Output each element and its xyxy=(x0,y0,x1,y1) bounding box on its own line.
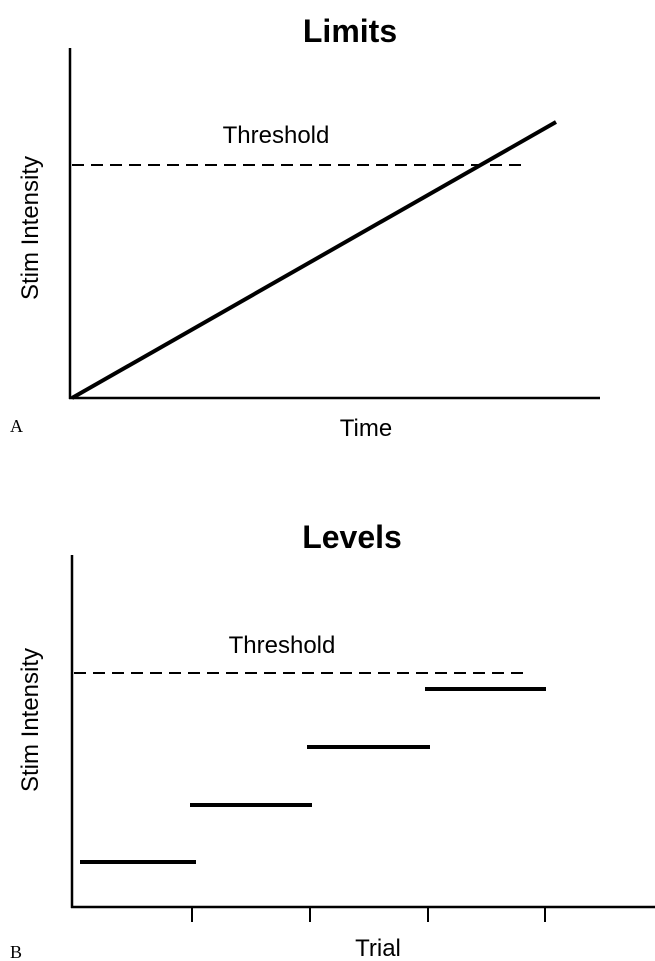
ramp-line xyxy=(71,120,557,400)
panel-title: Limits xyxy=(303,13,397,49)
threshold-label: Threshold xyxy=(223,122,330,149)
panel-b: Levels Threshold Stim Intensity Trial B xyxy=(10,519,655,961)
y-axis-label: Stim Intensity xyxy=(17,648,44,792)
threshold-label: Threshold xyxy=(229,632,336,659)
panel-a: Limits Threshold Stim Intensity Time A xyxy=(10,13,600,442)
panel-letter: A xyxy=(10,416,23,436)
x-axis-label: Trial xyxy=(355,935,401,961)
x-axis-label: Time xyxy=(340,415,392,442)
panel-letter: B xyxy=(10,942,22,961)
y-axis-label: Stim Intensity xyxy=(17,156,44,300)
panel-title: Levels xyxy=(302,519,402,555)
